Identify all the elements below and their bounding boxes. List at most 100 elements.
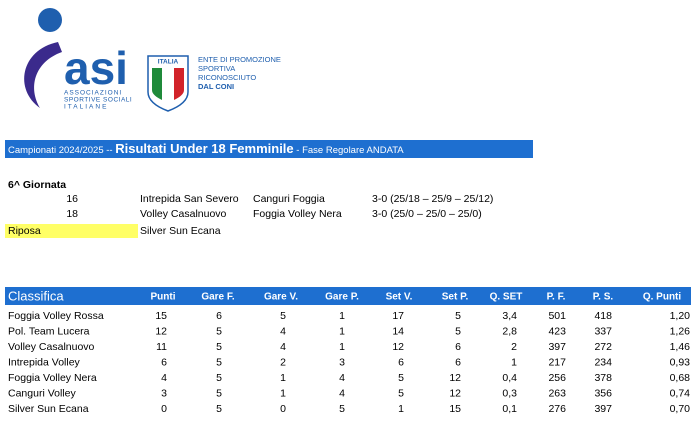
table-cell: 397 xyxy=(548,341,566,353)
table-cell: 5 xyxy=(398,387,404,399)
table-cell: 1 xyxy=(280,387,286,399)
table-cell: 5 xyxy=(455,310,461,322)
table-cell: 5 xyxy=(398,372,404,384)
logo-tagline: ASSOCIAZIONI xyxy=(64,90,122,97)
table-cell: 1,26 xyxy=(670,325,691,337)
table-cell: 4 xyxy=(339,387,345,399)
table-cell: 5 xyxy=(216,356,222,368)
table-cell: 1,46 xyxy=(670,341,691,353)
table-cell: 4 xyxy=(161,372,167,384)
table-header-bar xyxy=(5,287,691,305)
match-home: Volley Casalnuovo xyxy=(140,208,227,220)
match-number: 16 xyxy=(66,193,78,205)
table-cell: 418 xyxy=(594,310,612,322)
table-cell: 6 xyxy=(161,356,167,368)
table-cell: 1 xyxy=(511,356,517,368)
table-cell: 256 xyxy=(548,372,566,384)
table-cell: 3 xyxy=(161,387,167,399)
column-header: Q. Punti xyxy=(643,292,682,303)
table-cell: 5 xyxy=(339,403,345,415)
ente-text: ENTE DI PROMOZIONE xyxy=(198,55,281,64)
table-cell: 5 xyxy=(216,341,222,353)
table-cell: 5 xyxy=(216,325,222,337)
match-away: Canguri Foggia xyxy=(253,193,325,205)
table-cell: 12 xyxy=(155,325,167,337)
table-cell: 397 xyxy=(594,403,612,415)
match-result: 3-0 (25/0 – 25/0 – 25/0) xyxy=(372,208,482,220)
match-result: 3-0 (25/18 – 25/9 – 25/12) xyxy=(372,193,493,205)
logo-brand: asi xyxy=(64,42,128,94)
table-cell: 14 xyxy=(392,325,404,337)
table-cell: 0,74 xyxy=(670,387,691,399)
logo-dot xyxy=(38,8,62,32)
rest-team: Silver Sun Ecana xyxy=(140,225,221,237)
table-cell: 0,1 xyxy=(502,403,517,415)
column-header: Punti xyxy=(151,292,176,303)
table-cell: 423 xyxy=(548,325,566,337)
column-header: P. S. xyxy=(593,292,614,303)
header-prefix: Campionati 2024/2025 -- xyxy=(8,145,115,156)
column-header: Gare F. xyxy=(201,292,235,303)
column-header: Set V. xyxy=(386,292,413,303)
column-header: Set P. xyxy=(442,292,469,303)
team-name: Canguri Volley xyxy=(8,387,76,399)
team-name: Silver Sun Ecana xyxy=(8,403,89,415)
ente-text: RICONOSCIUTO xyxy=(198,73,256,82)
table-cell: 0,68 xyxy=(670,372,691,384)
table-cell: 12 xyxy=(392,341,404,353)
team-name: Volley Casalnuovo xyxy=(8,341,95,353)
match-home: Intrepida San Severo xyxy=(140,193,239,205)
table-cell: 15 xyxy=(449,403,461,415)
table-cell: 15 xyxy=(155,310,167,322)
table-cell: 12 xyxy=(449,372,461,384)
table-cell: 6 xyxy=(455,341,461,353)
table-cell: 5 xyxy=(455,325,461,337)
table-cell: 0,3 xyxy=(502,387,517,399)
table-cell: 11 xyxy=(156,341,167,353)
table-cell: 337 xyxy=(594,325,612,337)
table-cell: 1 xyxy=(398,403,404,415)
table-cell: 0 xyxy=(161,403,167,415)
table-cell: 5 xyxy=(216,372,222,384)
table-cell: 501 xyxy=(548,310,566,322)
column-header: Gare P. xyxy=(325,292,359,303)
table-cell: 2,8 xyxy=(502,325,517,337)
round-title: 6^ Giornata xyxy=(8,179,66,191)
table-cell: 1,20 xyxy=(670,310,691,322)
table-cell: 12 xyxy=(449,387,461,399)
table-cell: 5 xyxy=(280,310,286,322)
table-cell: 6 xyxy=(455,356,461,368)
ente-text: DAL CONI xyxy=(198,82,234,91)
table-cell: 4 xyxy=(339,372,345,384)
coni-logo: ITALIA ENTE DI PROMOZIONE SPORTIVA RICON… xyxy=(147,55,281,112)
ente-text: SPORTIVA xyxy=(198,64,235,73)
table-cell: 276 xyxy=(548,403,566,415)
table-cell: 217 xyxy=(548,356,566,368)
column-header: Classifica xyxy=(8,288,64,303)
table-cell: 356 xyxy=(594,387,612,399)
table-cell: 17 xyxy=(392,310,404,322)
rest-highlight xyxy=(5,224,138,238)
logo-tagline: SPORTIVE SOCIALI xyxy=(64,97,132,104)
flag-green xyxy=(152,68,162,100)
rest-label: Riposa xyxy=(8,225,41,237)
header-main: Risultati Under 18 Femminile xyxy=(115,141,293,156)
table-cell: 1 xyxy=(339,341,345,353)
table-cell: 1 xyxy=(280,372,286,384)
table-cell: 5 xyxy=(216,387,222,399)
logo-swoosh xyxy=(24,42,62,108)
table-cell: 0,70 xyxy=(670,403,691,415)
table-cell: 0,93 xyxy=(670,356,691,368)
match-number: 18 xyxy=(66,208,78,220)
table-cell: 5 xyxy=(216,403,222,415)
table-cell: 272 xyxy=(594,341,612,353)
table-cell: 4 xyxy=(280,341,286,353)
shield-label: ITALIA xyxy=(158,59,179,66)
table-cell: 234 xyxy=(594,356,612,368)
column-header: P. F. xyxy=(547,292,566,303)
header-bar xyxy=(5,140,533,158)
table-cell: 2 xyxy=(511,341,517,353)
table-cell: 1 xyxy=(339,310,345,322)
table-cell: 0 xyxy=(280,403,286,415)
